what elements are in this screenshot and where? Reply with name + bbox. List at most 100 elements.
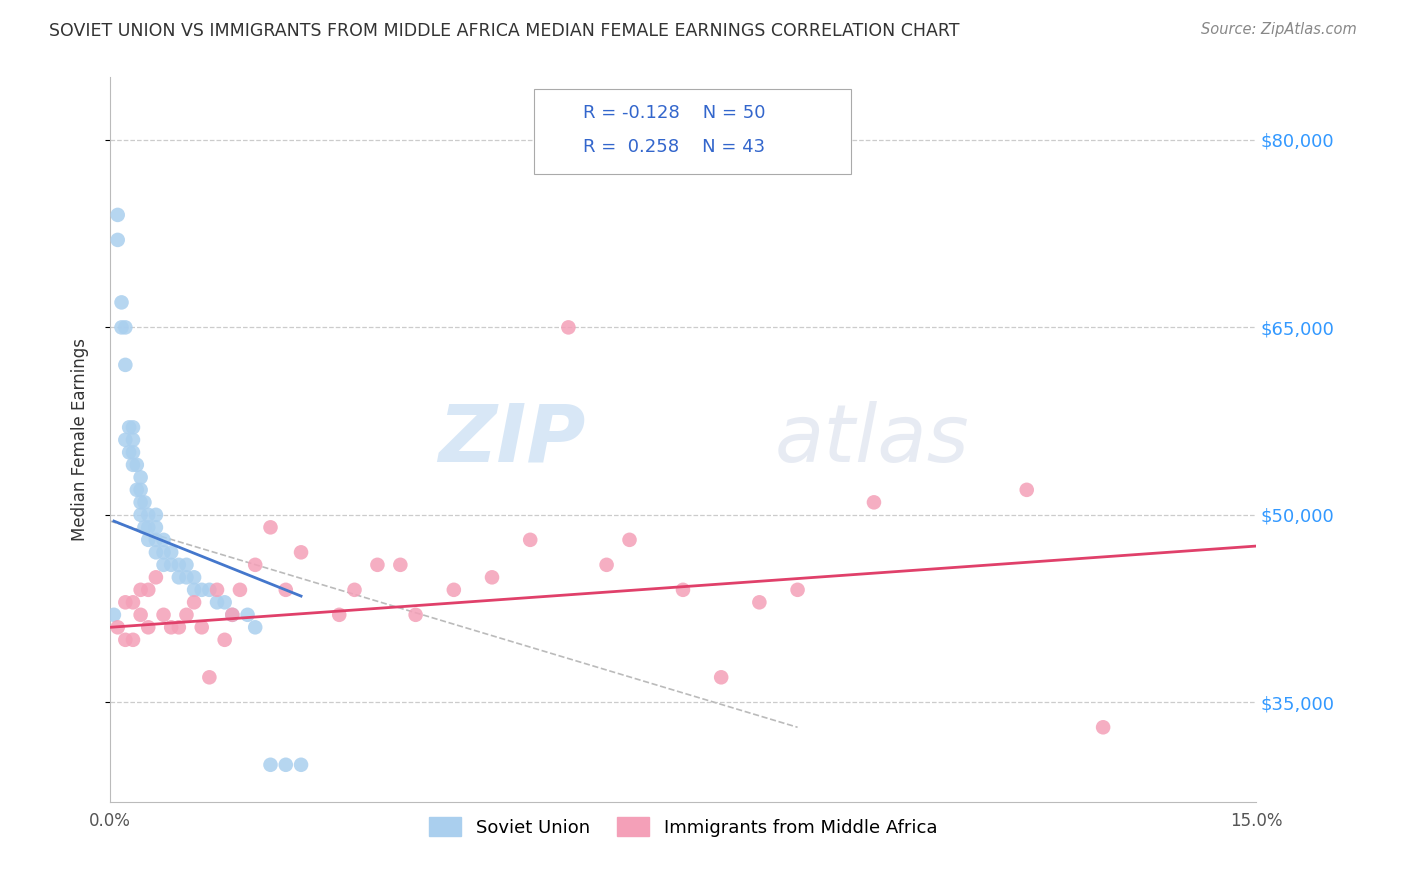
Point [134, 520, 156, 534]
Point [167, 570, 190, 584]
Point [557, 320, 579, 334]
Point [107, 233, 129, 247]
Point [710, 670, 733, 684]
Point [152, 545, 174, 559]
Point [198, 582, 221, 597]
Point [145, 545, 167, 559]
Point [519, 533, 541, 547]
Point [221, 607, 243, 622]
Point [145, 533, 167, 547]
Point [122, 458, 145, 472]
Point [110, 295, 132, 310]
Point [107, 620, 129, 634]
Point [136, 533, 159, 547]
Point [136, 508, 159, 522]
Point [160, 545, 183, 559]
Legend: Soviet Union, Immigrants from Middle Africa: Soviet Union, Immigrants from Middle Afr… [422, 810, 945, 844]
Point [786, 582, 808, 597]
Text: R = -0.128    N = 50: R = -0.128 N = 50 [583, 104, 766, 122]
Point [103, 607, 125, 622]
Point [176, 558, 198, 572]
Point [274, 757, 297, 772]
Point [366, 558, 388, 572]
Point [129, 495, 152, 509]
Point [343, 582, 366, 597]
Point [145, 508, 167, 522]
Point [205, 582, 228, 597]
Point [134, 495, 156, 509]
Point [122, 595, 145, 609]
Point [136, 520, 159, 534]
Point [259, 520, 281, 534]
Point [145, 570, 167, 584]
Point [328, 607, 350, 622]
Text: ZIP: ZIP [439, 401, 585, 479]
Point [863, 495, 886, 509]
Point [107, 208, 129, 222]
Point [183, 595, 205, 609]
Point [110, 320, 132, 334]
Point [114, 595, 136, 609]
Point [118, 420, 141, 434]
Text: R =  0.258    N = 43: R = 0.258 N = 43 [583, 138, 766, 156]
Point [114, 632, 136, 647]
Point [122, 445, 145, 459]
Point [129, 582, 152, 597]
Point [160, 620, 183, 634]
Point [1015, 483, 1038, 497]
Point [229, 582, 252, 597]
Point [1092, 720, 1115, 734]
Point [160, 558, 183, 572]
Point [389, 558, 412, 572]
Point [183, 582, 205, 597]
Point [125, 483, 148, 497]
Point [152, 533, 174, 547]
Point [136, 582, 159, 597]
Text: atlas: atlas [775, 401, 969, 479]
Point [122, 632, 145, 647]
Point [167, 620, 190, 634]
Point [190, 620, 212, 634]
Y-axis label: Median Female Earnings: Median Female Earnings [72, 338, 89, 541]
Point [236, 607, 259, 622]
Point [183, 570, 205, 584]
Point [672, 582, 695, 597]
Point [114, 433, 136, 447]
Point [205, 595, 228, 609]
Point [114, 320, 136, 334]
Point [129, 470, 152, 484]
Point [481, 570, 503, 584]
Point [129, 483, 152, 497]
Point [221, 607, 243, 622]
Point [176, 607, 198, 622]
Point [136, 620, 159, 634]
Point [245, 620, 267, 634]
Point [176, 570, 198, 584]
Point [619, 533, 641, 547]
Point [214, 595, 236, 609]
Point [129, 508, 152, 522]
Point [114, 358, 136, 372]
Point [405, 607, 427, 622]
Point [290, 545, 312, 559]
Point [167, 558, 190, 572]
Point [259, 757, 281, 772]
Point [129, 607, 152, 622]
Point [118, 445, 141, 459]
Point [152, 558, 174, 572]
Point [125, 458, 148, 472]
Text: SOVIET UNION VS IMMIGRANTS FROM MIDDLE AFRICA MEDIAN FEMALE EARNINGS CORRELATION: SOVIET UNION VS IMMIGRANTS FROM MIDDLE A… [49, 22, 960, 40]
Point [290, 757, 312, 772]
Point [595, 558, 617, 572]
Point [190, 582, 212, 597]
Point [122, 420, 145, 434]
Point [748, 595, 770, 609]
Point [145, 520, 167, 534]
Text: Source: ZipAtlas.com: Source: ZipAtlas.com [1201, 22, 1357, 37]
Point [152, 607, 174, 622]
Point [443, 582, 465, 597]
Point [214, 632, 236, 647]
Point [274, 582, 297, 597]
Point [198, 670, 221, 684]
Point [245, 558, 267, 572]
